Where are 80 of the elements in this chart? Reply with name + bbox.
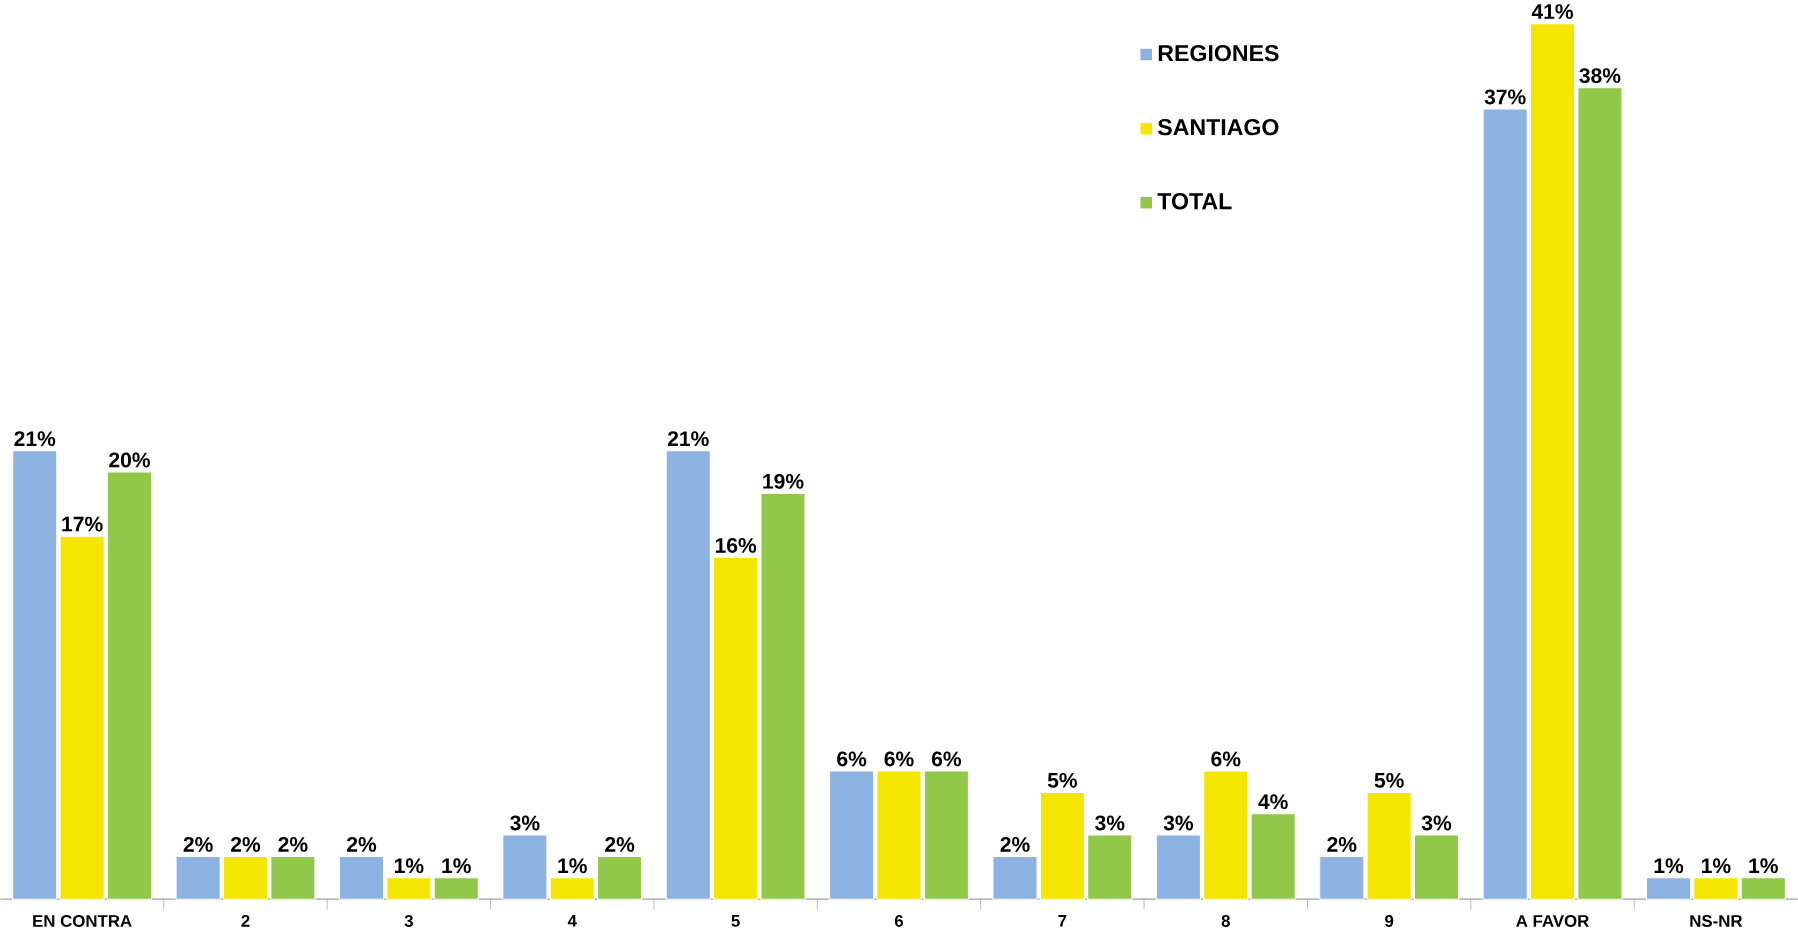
bar <box>1087 834 1133 900</box>
data-label: 2% <box>1000 836 1030 852</box>
x-tick-label: 6 <box>894 915 904 927</box>
data-label: 16% <box>715 537 757 553</box>
data-label: 2% <box>231 836 261 852</box>
bar <box>1529 23 1576 900</box>
bar <box>175 855 221 900</box>
x-tick-label: 2 <box>241 915 250 927</box>
data-label: 6% <box>1211 751 1241 767</box>
x-tick-label: 9 <box>1385 915 1394 927</box>
x-tick-label: 7 <box>1058 915 1067 927</box>
bar <box>1039 791 1085 900</box>
legend-label: REGIONES <box>1158 44 1279 62</box>
data-label: 1% <box>394 858 424 874</box>
bar <box>923 770 969 900</box>
data-label: 6% <box>837 751 867 767</box>
data-label: 2% <box>347 836 377 852</box>
bar <box>713 556 759 900</box>
bar <box>1319 855 1365 900</box>
data-label: 3% <box>510 815 540 831</box>
data-label: 6% <box>884 751 914 767</box>
x-tick-label: EN CONTRA <box>33 915 132 927</box>
bar <box>665 450 711 900</box>
bar <box>222 855 269 900</box>
legend-label: TOTAL <box>1157 193 1232 210</box>
data-label: 1% <box>558 858 587 874</box>
bar <box>549 877 595 900</box>
x-tick-label: 3 <box>404 915 413 927</box>
data-label: 20% <box>109 452 150 468</box>
data-label: 21% <box>14 431 56 447</box>
bar <box>1482 108 1528 900</box>
bar <box>386 877 432 900</box>
x-tick-label: 5 <box>731 915 740 927</box>
bar <box>992 855 1038 900</box>
bar <box>433 877 479 900</box>
bar <box>876 770 922 900</box>
bar <box>829 770 875 900</box>
data-label: 3% <box>1163 815 1194 831</box>
bar <box>12 450 58 900</box>
data-label: 1% <box>1749 858 1778 874</box>
data-label: 2% <box>183 836 213 852</box>
data-label: 5% <box>1047 772 1078 788</box>
bar <box>59 535 105 900</box>
data-label: 19% <box>763 473 804 489</box>
bar <box>106 471 153 900</box>
data-label: 3% <box>1421 815 1452 831</box>
data-label: 1% <box>442 858 471 874</box>
bar <box>760 492 806 900</box>
bar <box>502 834 548 900</box>
data-label: 1% <box>1702 858 1731 874</box>
data-label: 38% <box>1579 68 1621 84</box>
data-label: 2% <box>278 836 308 852</box>
data-label: 3% <box>1095 815 1125 831</box>
bar <box>597 855 643 900</box>
data-label: 17% <box>62 516 103 532</box>
data-label: 37% <box>1484 89 1526 105</box>
x-tick-label: A FAVOR <box>1516 915 1589 927</box>
x-tick-label: NS-NR <box>1690 915 1743 927</box>
bar <box>1250 813 1296 900</box>
bar <box>1645 877 1692 900</box>
data-label: 4% <box>1258 794 1288 810</box>
data-label: 2% <box>605 836 635 852</box>
bar <box>1740 877 1786 900</box>
data-label: 1% <box>1654 858 1684 874</box>
data-label: 6% <box>931 751 962 767</box>
bar <box>1693 877 1739 900</box>
bar <box>1577 87 1623 900</box>
x-tick-label: 8 <box>1221 915 1230 927</box>
bar <box>1413 834 1460 900</box>
data-label: 21% <box>667 431 709 447</box>
legend-label: SANTIAGO <box>1157 119 1279 136</box>
data-label: 2% <box>1327 836 1357 852</box>
bar <box>270 855 316 900</box>
x-tick-label: 4 <box>567 915 577 927</box>
bar <box>1155 834 1201 900</box>
bar <box>1203 770 1249 900</box>
data-label: 41% <box>1531 4 1574 20</box>
bar <box>338 855 385 900</box>
bar <box>1366 791 1412 900</box>
data-label: 5% <box>1374 772 1404 788</box>
